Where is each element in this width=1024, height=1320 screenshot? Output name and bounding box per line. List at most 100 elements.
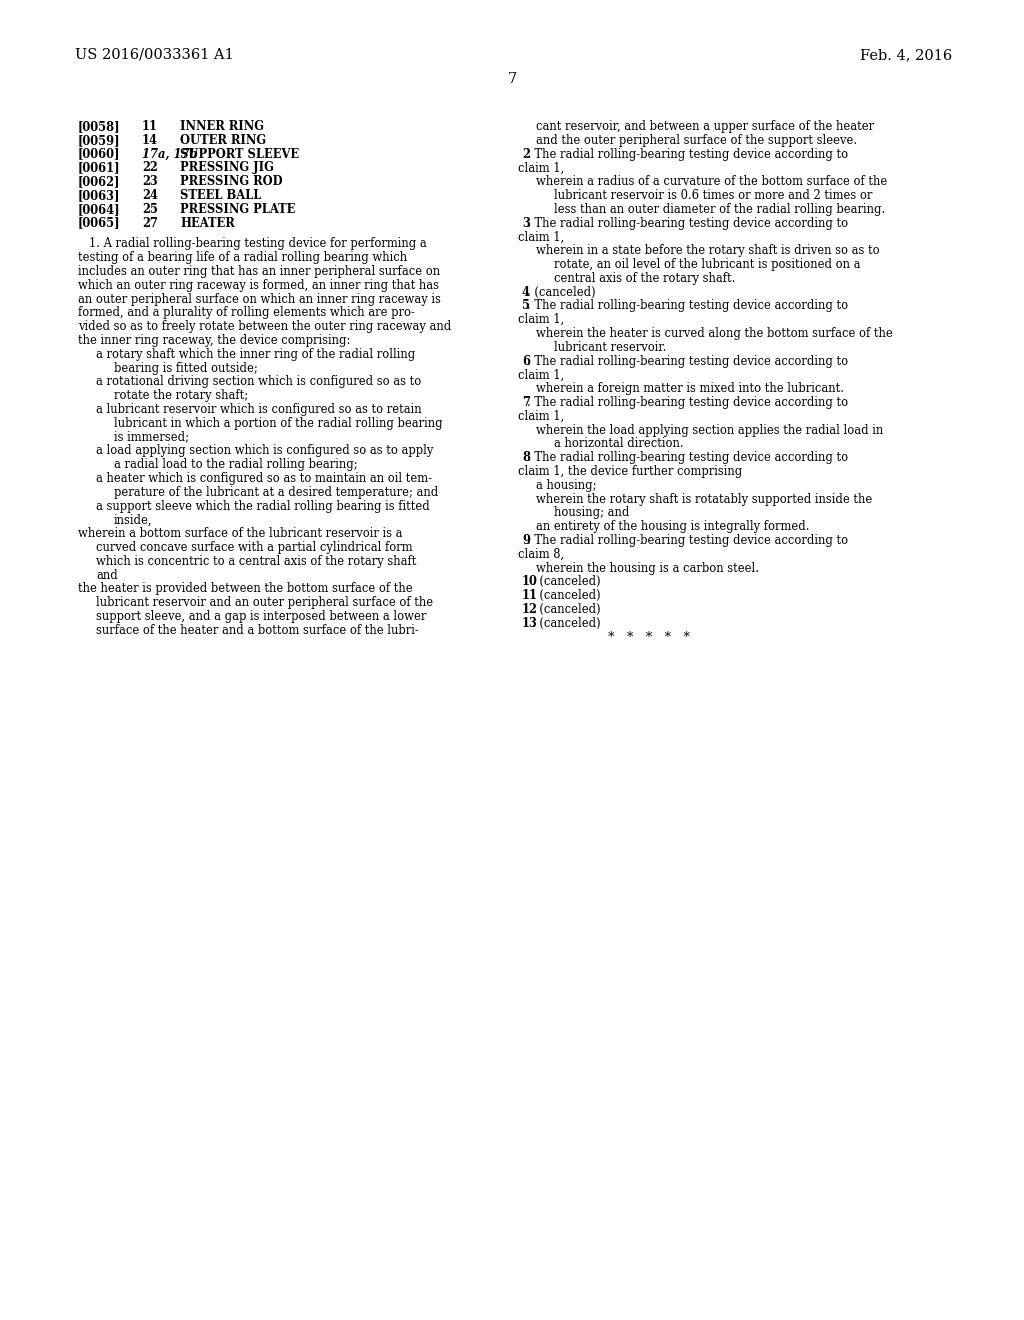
Text: central axis of the rotary shaft.: central axis of the rotary shaft. <box>554 272 735 285</box>
Text: PRESSING JIG: PRESSING JIG <box>180 161 273 174</box>
Text: 7: 7 <box>507 73 517 86</box>
Text: 11: 11 <box>522 589 538 602</box>
Text: wherein the rotary shaft is rotatably supported inside the: wherein the rotary shaft is rotatably su… <box>536 492 872 506</box>
Text: surface of the heater and a bottom surface of the lubri-: surface of the heater and a bottom surfa… <box>96 623 419 636</box>
Text: 17a, 17b: 17a, 17b <box>142 148 198 161</box>
Text: an entirety of the housing is integrally formed.: an entirety of the housing is integrally… <box>536 520 810 533</box>
Text: lubricant reservoir and an outer peripheral surface of the: lubricant reservoir and an outer periphe… <box>96 597 433 609</box>
Text: the inner ring raceway, the device comprising:: the inner ring raceway, the device compr… <box>78 334 350 347</box>
Text: 10: 10 <box>522 576 538 589</box>
Text: [0059]: [0059] <box>78 133 121 147</box>
Text: a support sleeve which the radial rolling bearing is fitted: a support sleeve which the radial rollin… <box>96 499 430 512</box>
Text: a horizontal direction.: a horizontal direction. <box>554 437 684 450</box>
Text: Feb. 4, 2016: Feb. 4, 2016 <box>860 48 952 62</box>
Text: 14: 14 <box>142 133 158 147</box>
Text: OUTER RING: OUTER RING <box>180 133 266 147</box>
Text: [0060]: [0060] <box>78 148 121 161</box>
Text: claim 1,: claim 1, <box>518 231 564 243</box>
Text: inside,: inside, <box>114 513 153 527</box>
Text: a housing;: a housing; <box>536 479 597 492</box>
Text: testing of a bearing life of a radial rolling bearing which: testing of a bearing life of a radial ro… <box>78 251 408 264</box>
Text: a rotational driving section which is configured so as to: a rotational driving section which is co… <box>96 375 421 388</box>
Text: rotate, an oil level of the lubricant is positioned on a: rotate, an oil level of the lubricant is… <box>554 257 860 271</box>
Text: and: and <box>96 569 118 582</box>
Text: . The radial rolling-bearing testing device according to: . The radial rolling-bearing testing dev… <box>527 216 848 230</box>
Text: claim 8,: claim 8, <box>518 548 564 561</box>
Text: . The radial rolling-bearing testing device according to: . The radial rolling-bearing testing dev… <box>527 300 848 313</box>
Text: which an outer ring raceway is formed, an inner ring that has: which an outer ring raceway is formed, a… <box>78 279 439 292</box>
Text: 22: 22 <box>142 161 158 174</box>
Text: 4: 4 <box>522 285 530 298</box>
Text: lubricant reservoir is 0.6 times or more and 2 times or: lubricant reservoir is 0.6 times or more… <box>554 189 872 202</box>
Text: . The radial rolling-bearing testing device according to: . The radial rolling-bearing testing dev… <box>527 148 848 161</box>
Text: a load applying section which is configured so as to apply: a load applying section which is configu… <box>96 445 433 457</box>
Text: less than an outer diameter of the radial rolling bearing.: less than an outer diameter of the radia… <box>554 203 886 215</box>
Text: wherein the housing is a carbon steel.: wherein the housing is a carbon steel. <box>536 561 759 574</box>
Text: . (canceled): . (canceled) <box>527 285 596 298</box>
Text: claim 1,: claim 1, <box>518 313 564 326</box>
Text: is immersed;: is immersed; <box>114 430 189 444</box>
Text: PRESSING ROD: PRESSING ROD <box>180 176 283 189</box>
Text: an outer peripheral surface on which an inner ring raceway is: an outer peripheral surface on which an … <box>78 293 441 305</box>
Text: . (canceled): . (canceled) <box>532 576 601 589</box>
Text: claim 1, the device further comprising: claim 1, the device further comprising <box>518 465 742 478</box>
Text: . (canceled): . (canceled) <box>532 589 601 602</box>
Text: a radial load to the radial rolling bearing;: a radial load to the radial rolling bear… <box>114 458 357 471</box>
Text: 25: 25 <box>142 203 158 215</box>
Text: perature of the lubricant at a desired temperature; and: perature of the lubricant at a desired t… <box>114 486 438 499</box>
Text: 6: 6 <box>522 355 530 367</box>
Text: vided so as to freely rotate between the outer ring raceway and: vided so as to freely rotate between the… <box>78 321 452 333</box>
Text: US 2016/0033361 A1: US 2016/0033361 A1 <box>75 48 233 62</box>
Text: [0058]: [0058] <box>78 120 121 133</box>
Text: lubricant in which a portion of the radial rolling bearing: lubricant in which a portion of the radi… <box>114 417 442 430</box>
Text: 24: 24 <box>142 189 158 202</box>
Text: claim 1,: claim 1, <box>518 161 564 174</box>
Text: lubricant reservoir.: lubricant reservoir. <box>554 341 667 354</box>
Text: rotate the rotary shaft;: rotate the rotary shaft; <box>114 389 248 403</box>
Text: . The radial rolling-bearing testing device according to: . The radial rolling-bearing testing dev… <box>527 396 848 409</box>
Text: [0065]: [0065] <box>78 216 121 230</box>
Text: a heater which is configured so as to maintain an oil tem-: a heater which is configured so as to ma… <box>96 473 432 484</box>
Text: SUPPORT SLEEVE: SUPPORT SLEEVE <box>180 148 299 161</box>
Text: support sleeve, and a gap is interposed between a lower: support sleeve, and a gap is interposed … <box>96 610 426 623</box>
Text: . The radial rolling-bearing testing device according to: . The radial rolling-bearing testing dev… <box>527 451 848 465</box>
Text: claim 1,: claim 1, <box>518 368 564 381</box>
Text: STEEL BALL: STEEL BALL <box>180 189 261 202</box>
Text: 2: 2 <box>522 148 529 161</box>
Text: and the outer peripheral surface of the support sleeve.: and the outer peripheral surface of the … <box>536 133 857 147</box>
Text: claim 1,: claim 1, <box>518 409 564 422</box>
Text: . The radial rolling-bearing testing device according to: . The radial rolling-bearing testing dev… <box>527 535 848 546</box>
Text: wherein a radius of a curvature of the bottom surface of the: wherein a radius of a curvature of the b… <box>536 176 887 189</box>
Text: 5: 5 <box>522 300 530 313</box>
Text: . (canceled): . (canceled) <box>532 616 601 630</box>
Text: 11: 11 <box>142 120 158 133</box>
Text: wherein in a state before the rotary shaft is driven so as to: wherein in a state before the rotary sha… <box>536 244 880 257</box>
Text: curved concave surface with a partial cylindrical form: curved concave surface with a partial cy… <box>96 541 413 554</box>
Text: formed, and a plurality of rolling elements which are pro-: formed, and a plurality of rolling eleme… <box>78 306 415 319</box>
Text: PRESSING PLATE: PRESSING PLATE <box>180 203 295 215</box>
Text: wherein the heater is curved along the bottom surface of the: wherein the heater is curved along the b… <box>536 327 893 341</box>
Text: a rotary shaft which the inner ring of the radial rolling: a rotary shaft which the inner ring of t… <box>96 347 416 360</box>
Text: 3: 3 <box>522 216 529 230</box>
Text: . The radial rolling-bearing testing device according to: . The radial rolling-bearing testing dev… <box>527 355 848 367</box>
Text: 13: 13 <box>522 616 538 630</box>
Text: [0061]: [0061] <box>78 161 121 174</box>
Text: wherein the load applying section applies the radial load in: wherein the load applying section applie… <box>536 424 884 437</box>
Text: wherein a foreign matter is mixed into the lubricant.: wherein a foreign matter is mixed into t… <box>536 383 844 395</box>
Text: 27: 27 <box>142 216 158 230</box>
Text: [0064]: [0064] <box>78 203 121 215</box>
Text: includes an outer ring that has an inner peripheral surface on: includes an outer ring that has an inner… <box>78 265 440 279</box>
Text: wherein a bottom surface of the lubricant reservoir is a: wherein a bottom surface of the lubrican… <box>78 527 402 540</box>
Text: bearing is fitted outside;: bearing is fitted outside; <box>114 362 258 375</box>
Text: INNER RING: INNER RING <box>180 120 264 133</box>
Text: 1. A radial rolling-bearing testing device for performing a: 1. A radial rolling-bearing testing devi… <box>78 238 427 251</box>
Text: 8: 8 <box>522 451 530 465</box>
Text: *   *   *   *   *: * * * * * <box>608 631 690 644</box>
Text: . (canceled): . (canceled) <box>532 603 601 616</box>
Text: cant reservoir, and between a upper surface of the heater: cant reservoir, and between a upper surf… <box>536 120 874 133</box>
Text: [0062]: [0062] <box>78 176 121 189</box>
Text: 9: 9 <box>522 535 530 546</box>
Text: housing; and: housing; and <box>554 507 630 519</box>
Text: HEATER: HEATER <box>180 216 234 230</box>
Text: the heater is provided between the bottom surface of the: the heater is provided between the botto… <box>78 582 413 595</box>
